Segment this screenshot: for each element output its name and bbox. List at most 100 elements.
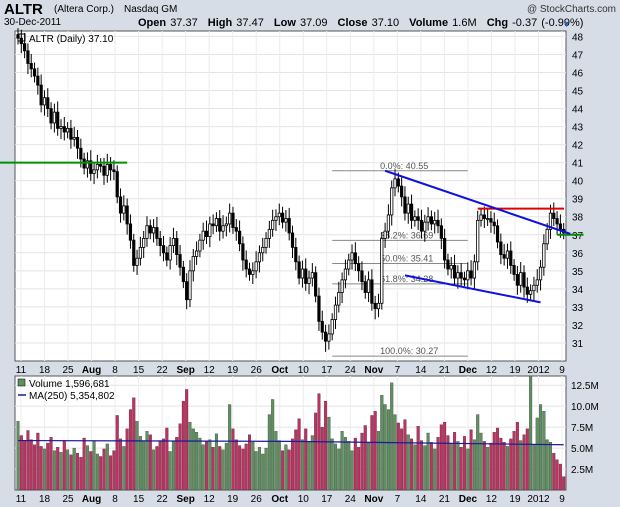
volume-bar xyxy=(363,425,367,491)
volume-bar xyxy=(158,440,162,491)
volume-bar xyxy=(479,432,483,491)
open-value: 37.37 xyxy=(170,17,198,29)
price-tick-label: 40 xyxy=(572,177,584,188)
volume-bar xyxy=(185,389,189,491)
volume-bar xyxy=(234,439,238,491)
x-tick-label-volume: 9 xyxy=(559,494,565,505)
price-candle xyxy=(300,268,305,279)
volume-bar xyxy=(360,432,364,491)
price-tick-label: 42 xyxy=(572,141,584,152)
price-candle xyxy=(459,272,463,279)
volume-bar xyxy=(476,414,480,491)
volume-bar xyxy=(410,438,414,491)
price-candle xyxy=(112,169,116,173)
volume-bar xyxy=(105,443,109,491)
volume-bar xyxy=(462,436,466,491)
volume-bar xyxy=(373,411,377,491)
volume-bar xyxy=(82,437,86,491)
symbol: ALTR xyxy=(4,1,43,18)
x-tick-label: 12 xyxy=(204,365,216,376)
price-tick-label: 37 xyxy=(572,231,584,242)
volume-bar xyxy=(171,441,175,491)
price-candle xyxy=(122,205,126,214)
volume-bar xyxy=(168,451,172,491)
x-tick-label-volume: Nov xyxy=(364,494,383,505)
price-candle xyxy=(204,230,209,237)
volume-bar xyxy=(128,409,132,491)
volume-bar xyxy=(396,422,400,491)
volume-bar xyxy=(515,421,519,491)
price-candle xyxy=(314,272,318,297)
volume-bar xyxy=(254,451,258,491)
volume-bar xyxy=(257,447,261,491)
price-candle xyxy=(194,250,199,257)
x-tick-label: 11 xyxy=(16,365,27,376)
price-candle xyxy=(538,266,543,281)
volume-bar xyxy=(469,429,473,491)
price-candle xyxy=(304,268,308,284)
triangle-down-icon[interactable]: ▼ xyxy=(562,19,571,29)
volume-bar xyxy=(486,447,490,491)
price-candle xyxy=(386,214,391,232)
price-candle xyxy=(462,277,467,281)
volume-bar xyxy=(148,434,152,491)
price-candle xyxy=(115,171,119,198)
price-candle xyxy=(105,164,109,176)
x-tick-label: 19 xyxy=(509,365,521,376)
volume-bar xyxy=(552,452,556,491)
x-tick-label-volume: 2012 xyxy=(527,494,550,505)
volume-bar xyxy=(267,414,271,491)
high-label: High xyxy=(207,17,233,29)
volume-bar xyxy=(472,439,476,491)
price-candle xyxy=(340,279,344,293)
price-candle xyxy=(413,216,417,221)
price-candle xyxy=(32,68,37,77)
volume-bar xyxy=(274,431,278,491)
volume-bar xyxy=(423,445,427,491)
price-candle xyxy=(280,212,285,223)
price-candle xyxy=(75,136,80,149)
price-candle xyxy=(132,239,136,266)
volume-bar xyxy=(69,454,73,491)
volume-bar xyxy=(221,449,225,491)
volume-bar xyxy=(175,437,179,491)
price-candle xyxy=(188,270,192,301)
price-candle xyxy=(214,218,219,227)
volume-bar xyxy=(327,416,331,491)
quote-summary: Open 37.37 High 37.47 Low 37.09 Close 37… xyxy=(138,17,589,29)
volume-bar xyxy=(165,427,169,491)
volume-bar xyxy=(446,435,450,491)
price-candle xyxy=(165,252,169,261)
price-legend: ALTR (Daily) 37.10 xyxy=(29,34,114,45)
volume-bar xyxy=(201,444,205,491)
volume-bar xyxy=(482,441,486,491)
company-name: (Altera Corp.) xyxy=(54,4,115,15)
volume-bar xyxy=(119,438,123,491)
price-candle xyxy=(59,126,63,129)
x-tick-label: Sep xyxy=(176,365,194,376)
price-candle xyxy=(363,281,367,293)
volume-label: Volume xyxy=(409,17,449,29)
price-candle xyxy=(502,254,506,259)
price-candle xyxy=(208,223,212,237)
volume-bar xyxy=(231,428,235,491)
price-candle xyxy=(79,147,83,160)
price-candle xyxy=(449,265,453,270)
x-tick-label-volume: 17 xyxy=(321,494,333,505)
volume-bar xyxy=(142,440,146,491)
volume-bar xyxy=(214,433,218,491)
price-candle xyxy=(426,216,430,223)
volume-bar xyxy=(383,404,387,491)
price-candle xyxy=(178,254,182,268)
volume-bar xyxy=(310,435,314,491)
price-candle xyxy=(360,270,364,283)
price-tick-label: 47 xyxy=(572,50,584,61)
price-candle xyxy=(175,237,179,256)
volume-bar xyxy=(248,434,252,491)
price-candle xyxy=(456,272,460,279)
x-tick-label: 9 xyxy=(559,365,565,376)
price-candle xyxy=(366,279,371,293)
price-candle xyxy=(555,218,559,225)
volume-bar xyxy=(294,429,298,491)
price-candle xyxy=(535,279,539,286)
